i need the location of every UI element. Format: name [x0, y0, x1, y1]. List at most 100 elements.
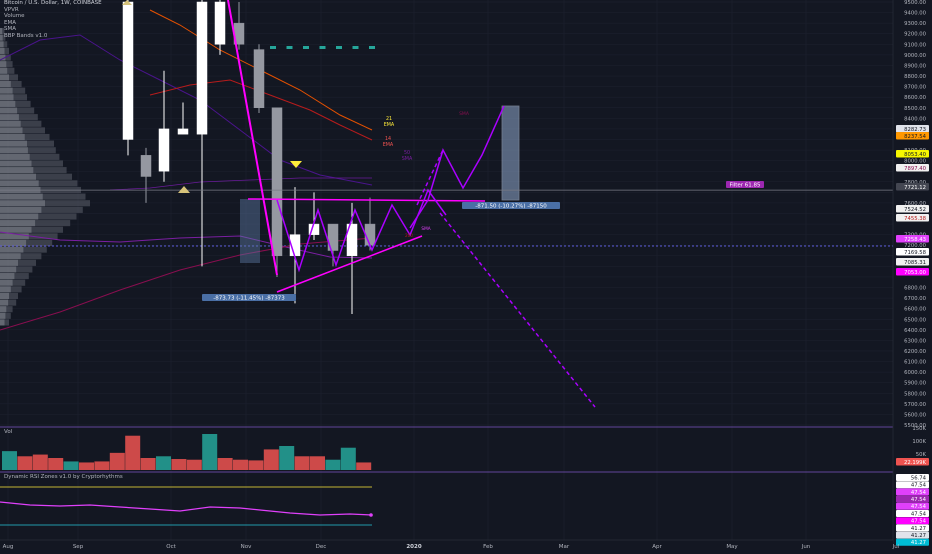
buy-signal-arrow[interactable] — [178, 186, 190, 193]
rsi-pane-title[interactable]: Dynamic RSI Zones v1.0 by Cryptorhythms — [4, 474, 123, 480]
volume-profile-bar — [0, 206, 83, 213]
price-tag[interactable]: 8053.40 — [904, 152, 927, 158]
ma-label[interactable]: SMA — [402, 156, 413, 162]
rsi-tag[interactable]: 47.54 — [911, 497, 927, 503]
volume-bar[interactable] — [156, 456, 171, 470]
filter-label[interactable]: Filter 61.85 — [729, 183, 761, 189]
price-tick-label: 8700.00 — [904, 85, 927, 91]
rsi-tag[interactable]: 47.54 — [911, 504, 927, 510]
ma-label[interactable]: 14 — [385, 136, 391, 142]
volume-profile-bar — [0, 153, 30, 160]
volume-bar[interactable] — [109, 452, 125, 470]
volume-bar[interactable] — [356, 462, 372, 470]
volume-bar[interactable] — [217, 458, 233, 470]
volume-bar[interactable] — [294, 456, 310, 470]
candle-body[interactable] — [253, 49, 265, 108]
volume-bar[interactable] — [279, 446, 295, 470]
price-tag[interactable]: 7053.00 — [904, 270, 927, 276]
price-tick-label: 8400.00 — [904, 116, 927, 122]
elliott-wave-pattern[interactable] — [276, 188, 447, 273]
time-tick-label: 2020 — [406, 544, 421, 550]
projection-path[interactable] — [416, 149, 444, 206]
symbol-title[interactable]: Bitcoin / U.S. Dollar, 1W, COINBASE — [4, 0, 102, 6]
volume-pane-title[interactable]: Vol — [4, 429, 13, 435]
range-measure-label[interactable]: -871.50 (-10.27%) -87150 — [475, 204, 547, 210]
volume-bar[interactable] — [32, 454, 48, 470]
ma-label[interactable]: EMA — [383, 142, 394, 148]
volume-bar[interactable] — [140, 458, 156, 470]
volume-bar[interactable] — [325, 459, 341, 470]
ma-label[interactable]: SMA — [459, 111, 470, 117]
rsi-tag[interactable]: 47.54 — [911, 511, 927, 517]
rsi-tag[interactable]: 47.54 — [911, 483, 927, 489]
ma-label[interactable]: 50 — [404, 150, 410, 156]
indicator-label[interactable]: BBP Bands v1.0 — [4, 32, 48, 39]
volume-bar[interactable] — [125, 435, 141, 470]
sell-signal-arrow[interactable] — [290, 161, 302, 168]
volume-bar[interactable] — [2, 451, 17, 470]
rsi-tag[interactable]: 47.54 — [911, 490, 927, 496]
candle-body[interactable] — [364, 223, 376, 246]
rsi-line[interactable] — [0, 501, 373, 516]
price-tag[interactable]: 8237.54 — [904, 134, 927, 140]
volume-tag[interactable]: 22.199K — [904, 460, 927, 466]
price-tag[interactable]: 7524.52 — [904, 207, 926, 213]
indicator-label[interactable]: Volume — [4, 13, 25, 20]
volume-bar[interactable] — [186, 459, 202, 470]
volume-bar[interactable] — [202, 434, 218, 470]
rsi-tag[interactable]: 47.54 — [911, 519, 927, 525]
rsi-tag[interactable]: 41.27 — [911, 526, 926, 532]
trend-line[interactable] — [247, 198, 486, 202]
ma-label[interactable]: 21 — [386, 116, 392, 122]
price-tag[interactable]: 7455.38 — [904, 216, 927, 222]
rsi-tag[interactable]: 41.27 — [911, 533, 926, 539]
candle-body[interactable] — [158, 128, 170, 172]
rsi-tag[interactable]: 56.74 — [911, 475, 927, 481]
indicator-label[interactable]: SMA — [4, 26, 16, 33]
volume-bar[interactable] — [263, 449, 279, 470]
ma-label[interactable]: SMA — [421, 226, 430, 231]
range-measure-label[interactable]: -873.73 (-11.45%) -87373 — [213, 296, 285, 302]
trend-line[interactable] — [276, 235, 423, 293]
price-tag[interactable]: 7258.43 — [904, 237, 926, 243]
volume-profile-bar — [0, 34, 6, 41]
volume-bar[interactable] — [340, 447, 356, 470]
ma-label[interactable]: 200 — [405, 233, 413, 238]
candle-body[interactable] — [271, 107, 283, 257]
candle-body[interactable] — [346, 223, 358, 257]
candle-body[interactable] — [214, 1, 226, 45]
volume-profile-bar — [0, 306, 13, 313]
candle-body[interactable] — [177, 128, 189, 135]
projection-path[interactable] — [409, 105, 505, 229]
projection-path[interactable] — [439, 212, 596, 408]
volume-bar[interactable] — [310, 456, 325, 470]
price-tag[interactable]: 7721.12 — [904, 185, 926, 191]
buy-signal-arrow[interactable] — [122, 0, 132, 5]
price-tag[interactable]: 7897.40 — [904, 166, 927, 172]
trend-line[interactable] — [227, 0, 278, 276]
volume-bar[interactable] — [17, 456, 33, 470]
indicator-label[interactable]: EMA — [4, 19, 16, 26]
volume-bar[interactable] — [248, 460, 264, 470]
indicator-label[interactable]: VPVR — [4, 6, 19, 13]
price-range-box[interactable] — [501, 105, 520, 201]
volume-bar[interactable] — [48, 458, 64, 470]
volume-bar[interactable] — [233, 459, 248, 470]
price-range-box[interactable] — [240, 199, 260, 263]
volume-bar[interactable] — [171, 459, 187, 470]
candle-body[interactable] — [140, 155, 152, 177]
price-tag[interactable]: 7169.58 — [904, 250, 927, 256]
price-tag[interactable]: 7085.31 — [904, 260, 926, 266]
candle-body[interactable] — [327, 223, 339, 251]
volume-bar[interactable] — [63, 461, 79, 470]
ma-label[interactable]: EMA — [384, 122, 395, 128]
rsi-tag[interactable]: 41.27 — [911, 540, 926, 546]
volume-bar[interactable] — [94, 461, 110, 470]
rsi-last-point[interactable] — [369, 513, 373, 517]
candle-body[interactable] — [196, 1, 208, 135]
price-tag[interactable]: 8282.73 — [904, 127, 926, 133]
candle-body[interactable] — [122, 1, 134, 140]
volume-bar[interactable] — [79, 462, 94, 470]
